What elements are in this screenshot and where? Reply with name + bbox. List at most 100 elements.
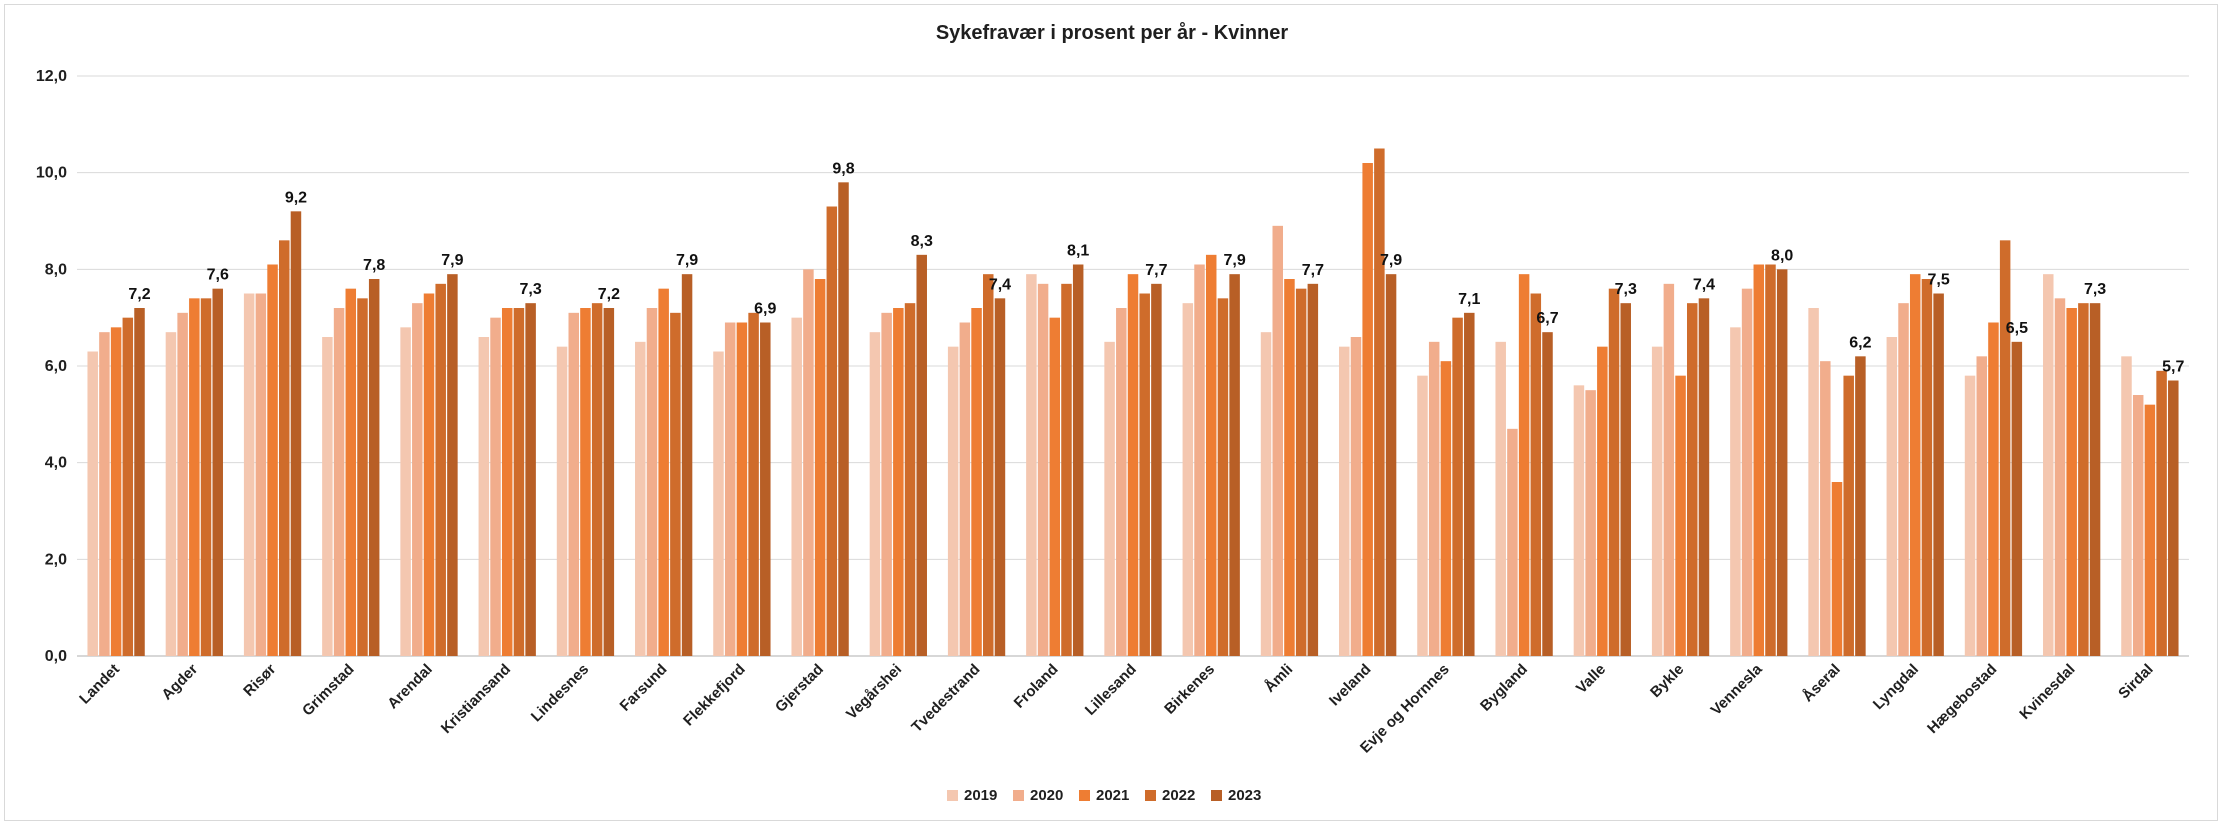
data-label: 7,3 [519, 281, 541, 298]
data-label: 7,9 [441, 252, 463, 269]
bar-2021 [1518, 274, 1530, 656]
bar-2020 [412, 303, 423, 656]
legend-swatch [1013, 790, 1024, 801]
data-label: 7,6 [207, 267, 229, 284]
bar-2020 [1507, 428, 1518, 656]
bar-2022 [122, 317, 134, 656]
bar-2023 [1072, 264, 1084, 656]
bar-2019 [478, 337, 490, 656]
bar-2023 [1151, 283, 1162, 656]
bar-2022 [279, 240, 290, 657]
bar-2020 [646, 308, 658, 656]
bar-2020 [490, 317, 501, 656]
bar-2019 [947, 346, 959, 656]
x-tick-label: Lillesand [1082, 661, 1140, 719]
bar-2021 [1127, 274, 1139, 656]
bar-2020 [803, 269, 814, 656]
legend-label: 2019 [964, 787, 997, 804]
bar-2019 [2043, 274, 2054, 656]
bar-2020 [1272, 225, 1283, 657]
bar-2019 [1339, 346, 1350, 656]
bar-2023 [1229, 274, 1240, 656]
data-label: 7,9 [1380, 252, 1402, 269]
bar-2021 [1362, 163, 1373, 656]
bar-2022 [1999, 240, 2011, 657]
chart-title: Sykefravær i prosent per år - Kvinner [936, 21, 1289, 44]
bar-2023 [681, 274, 693, 656]
bar-2021 [1988, 322, 1999, 656]
bar-2020 [881, 312, 892, 656]
bar-2022 [1843, 375, 1854, 656]
x-tick-label: Sirdal [2115, 661, 2156, 702]
x-tick-label: Grimstad [299, 661, 358, 720]
legend-label: 2020 [1030, 787, 1063, 804]
data-label: 7,9 [1223, 252, 1245, 269]
bar-2019 [556, 346, 568, 656]
bar-2023 [290, 211, 302, 657]
bar-2021 [658, 288, 669, 656]
bar-2023 [603, 308, 615, 656]
bar-2023 [1620, 303, 1631, 656]
data-label: 7,5 [1927, 272, 1949, 289]
data-label: 5,7 [2162, 359, 2184, 376]
x-tick-label: Agder [158, 661, 201, 704]
bar-2021 [345, 288, 357, 656]
bar-2020 [724, 322, 736, 656]
bar-2020 [333, 308, 345, 656]
bar-2020 [1741, 288, 1753, 656]
bar-2022 [1061, 283, 1072, 656]
bar-2020 [1428, 341, 1440, 656]
bar-2019 [243, 293, 255, 656]
data-label: 9,2 [285, 189, 307, 206]
x-tick-label: Kvinesdal [2016, 661, 2078, 723]
bar-2021 [110, 327, 122, 656]
x-tick-label: Åmli [1261, 661, 1296, 696]
x-tick-label: Tvedestrand [908, 661, 983, 736]
bar-2022 [513, 308, 525, 656]
bar-2022 [1295, 288, 1307, 656]
bar-2021 [971, 308, 982, 656]
bar-2019 [713, 351, 724, 656]
bar-2022 [1452, 317, 1463, 656]
bar-2020 [1976, 356, 1987, 656]
bar-2021 [1909, 274, 1921, 656]
bar-2021 [736, 322, 748, 656]
y-tick-label: 0,0 [45, 648, 67, 665]
bar-2020 [2132, 395, 2144, 656]
y-tick-label: 12,0 [36, 68, 67, 85]
bar-2019 [1651, 346, 1663, 656]
bar-2023 [1933, 293, 1944, 656]
x-tick-label: Lyngdal [1870, 661, 1922, 713]
x-tick-label: Vennesla [1708, 660, 1766, 718]
bar-2021 [1831, 482, 1843, 656]
bar-2019 [1495, 341, 1506, 656]
bar-2020 [1116, 308, 1127, 656]
bar-2021 [580, 308, 591, 656]
bar-2019 [1260, 332, 1272, 656]
data-label: 6,2 [1849, 334, 1871, 351]
x-tick-label: Kristiansand [438, 661, 514, 737]
bars [87, 148, 2179, 657]
bar-2019 [791, 317, 802, 656]
bar-2020 [1350, 337, 1362, 656]
bar-2023 [2011, 341, 2023, 656]
data-labels: 7,2 7,6 9,2 7,8 7,9 7,3 7,2 7,9 6,9 9,8 8,3 7,4 8,1 7… [128, 160, 2184, 375]
bar-2019 [1182, 303, 1194, 656]
bar-2022 [2078, 303, 2089, 656]
data-label: 8,1 [1067, 243, 1089, 260]
legend: 2019 2020 2021 2022 2023 [947, 787, 1261, 804]
bar-2023 [1855, 356, 1866, 656]
x-tick-label: Risør [240, 661, 279, 700]
bar-2021 [423, 293, 435, 656]
bar-2019 [869, 332, 881, 656]
bar-2019 [2121, 356, 2132, 656]
bar-2019 [1964, 375, 1976, 656]
data-label: 7,3 [1615, 281, 1637, 298]
x-axis-ticks: Landet Agder Risør Grimstad Arendal Kristians… [76, 660, 2157, 756]
bar-2023 [1776, 269, 1788, 656]
bar-2019 [1417, 375, 1428, 656]
legend-label: 2022 [1162, 787, 1195, 804]
bar-2020 [255, 293, 267, 656]
chart-frame: Sykefravær i prosent per år - Kvinner 0,… [4, 4, 2218, 821]
bar-2020 [1820, 361, 1831, 656]
